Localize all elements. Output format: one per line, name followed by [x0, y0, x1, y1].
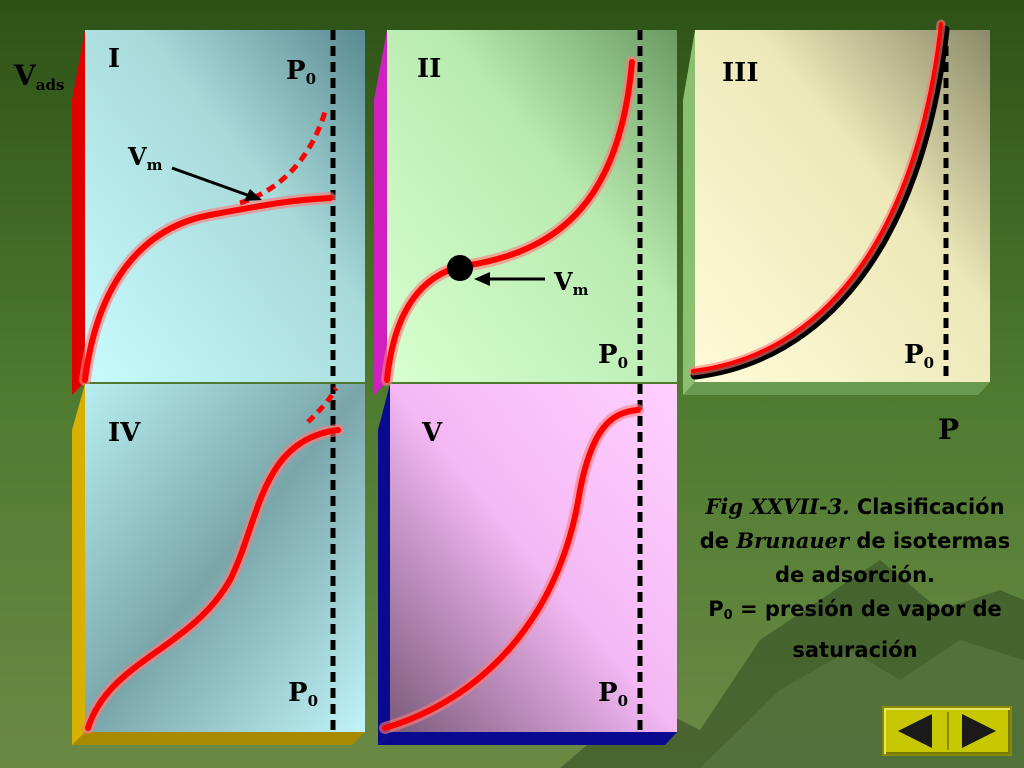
triangle-left-icon[interactable]	[898, 714, 932, 748]
panel-II-isotherm-curve	[384, 59, 635, 383]
nav-divider	[947, 712, 949, 750]
figure-caption: Fig XXVII-3. Clasificación de Brunauer d…	[699, 494, 1011, 662]
panel-I-background	[85, 30, 365, 382]
panel-I-label: I	[108, 44, 121, 74]
caption-brunauer: Brunauer	[736, 528, 850, 553]
panel-I-isotherm-curve	[82, 195, 333, 383]
panel-II-p0-label: P0	[598, 340, 628, 372]
panel-II-vm-point	[447, 255, 473, 281]
panel-V-background	[390, 384, 677, 732]
panel-V-label: V	[422, 418, 443, 448]
panel-III-side-bar	[683, 30, 695, 395]
panel-I-vm-arrow	[171, 166, 251, 198]
panel-I-condensation-curve	[239, 111, 328, 206]
panel-II	[374, 30, 677, 395]
triangle-right-icon[interactable]	[962, 714, 996, 748]
panel-IV	[72, 384, 365, 745]
panel-I	[72, 30, 365, 395]
panel-II-vm-label: Vm	[554, 267, 589, 299]
panel-V-p0-label: P0	[598, 678, 628, 710]
panel-I-vm-label: Vm	[128, 142, 163, 174]
panel-IV-isotherm-curve	[85, 427, 341, 731]
panel-III-background	[695, 30, 990, 382]
panel-III-isotherm-curve	[691, 22, 943, 373]
panel-V-side-bar	[378, 384, 390, 745]
panel-IV-condensation-curve	[306, 386, 339, 424]
y-axis-label: Vads	[14, 59, 65, 94]
slide-navigation	[882, 706, 1012, 756]
panel-V	[378, 384, 677, 745]
panel-III-label: III	[722, 58, 759, 88]
x-axis-label: P	[938, 413, 960, 446]
panel-II-side-bar	[374, 30, 387, 395]
panel-IV-label: IV	[108, 418, 141, 448]
panel-II-label: II	[417, 54, 442, 84]
panel-I-p0-label: P0	[286, 56, 316, 88]
panel-III	[683, 19, 990, 395]
panel-IV-side-bar	[72, 384, 85, 745]
panel-III-p0-label: P0	[904, 340, 934, 372]
panel-IV-p0-label: P0	[288, 678, 318, 710]
panel-I-side-bar	[72, 30, 85, 395]
panel-V-isotherm-curve	[382, 407, 641, 731]
caption-fig-number: Fig XXVII-3.	[705, 494, 850, 519]
